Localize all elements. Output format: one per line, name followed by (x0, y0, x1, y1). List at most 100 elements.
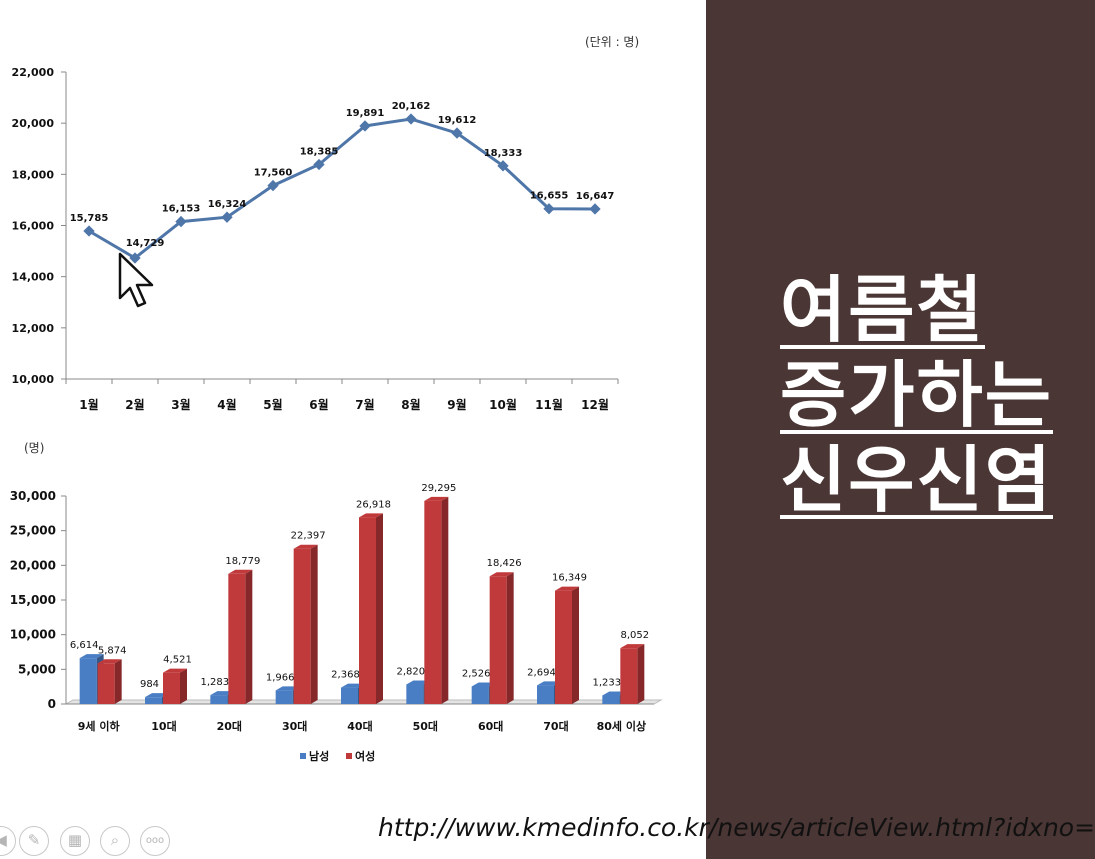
data-label: 15,785 (70, 213, 109, 224)
y-tick-label: 30,000 (10, 489, 56, 503)
bar-top (97, 659, 122, 664)
x-tick-label: 9세 이하 (78, 719, 121, 733)
bar-top (620, 644, 645, 649)
bar-top (228, 569, 253, 574)
data-label: 5,874 (98, 645, 127, 656)
bar (293, 548, 311, 704)
bar (79, 658, 97, 704)
y-tick-label: 10,000 (12, 373, 55, 386)
data-point (405, 113, 417, 125)
bar-side (637, 644, 645, 704)
bar (275, 690, 293, 704)
y-tick-label: 18,000 (12, 168, 55, 181)
data-label: 6,614 (70, 640, 99, 651)
x-tick-label: 70대 (543, 719, 568, 733)
zoom-icon[interactable]: ⌕ (100, 826, 130, 856)
y-tick-label: 14,000 (12, 271, 55, 284)
x-tick-label: 40대 (347, 719, 372, 733)
bar-side (245, 569, 253, 704)
bar (471, 686, 489, 704)
more-icon[interactable]: ooo (140, 826, 170, 856)
x-tick-label: 6월 (309, 397, 328, 412)
data-label: 17,560 (254, 168, 293, 179)
data-label: 16,655 (530, 191, 569, 202)
bar-side (506, 572, 514, 704)
line-chart: (단위 : 명) 10,000 12,000 14,000 16,000 18,000 2… (12, 35, 640, 412)
line-chart-unit-note: (단위 : 명) (585, 35, 639, 49)
bar (602, 695, 620, 704)
x-tick-label: 8월 (401, 397, 420, 412)
legend-label: 여성 (355, 749, 375, 763)
data-label: 18,426 (487, 558, 522, 569)
mouse-pointer-icon (118, 252, 154, 308)
legend-swatch (346, 753, 352, 759)
y-tick-label: 15,000 (10, 593, 56, 607)
bar (620, 648, 638, 704)
bar-side (441, 496, 449, 704)
bar-chart: (명) 0 5,000 10,000 15,000 20,000 25,000 30,000… (10, 441, 663, 763)
data-point (175, 215, 187, 228)
data-label: 1,233 (593, 677, 622, 688)
bar-top (79, 654, 104, 659)
bar (163, 672, 180, 704)
data-point (267, 179, 279, 192)
x-tick-label: 5월 (263, 397, 282, 412)
data-label: 2,694 (527, 667, 556, 678)
headline: 여름철 증가하는 신우신염 (780, 270, 1095, 525)
x-tick-label: 20대 (217, 719, 242, 733)
data-label: 4,521 (163, 655, 192, 666)
data-point (543, 203, 555, 215)
bar (341, 687, 358, 704)
bar-chart-unit-note: (명) (24, 441, 44, 455)
data-label: 18,385 (300, 146, 339, 157)
x-tick-label: 12월 (581, 397, 609, 412)
data-point (451, 127, 463, 139)
data-label: 18,333 (484, 148, 523, 159)
bar (424, 500, 442, 704)
slides-icon[interactable]: ▦ (60, 826, 90, 856)
bar-side (114, 659, 122, 704)
bar-side (376, 513, 383, 704)
headline-panel (706, 0, 1095, 859)
bar-side (180, 668, 187, 704)
x-tick-label: 30대 (282, 719, 307, 733)
source-url[interactable]: http://www.kmedinfo.co.kr/news/articleVi… (378, 813, 1095, 842)
bar (228, 573, 246, 704)
bar (537, 685, 554, 704)
x-tick-label: 10월 (489, 397, 517, 412)
series-line (88, 117, 596, 260)
pen-icon[interactable]: ✎ (19, 826, 49, 856)
data-label: 16,349 (552, 573, 587, 584)
data-point (497, 160, 509, 172)
data-label: 984 (140, 679, 159, 690)
y-tick-label: 0 (48, 697, 56, 711)
bar-top (359, 513, 383, 518)
data-label: 1,283 (201, 677, 230, 688)
x-tick-label: 50대 (413, 719, 438, 733)
data-point (129, 252, 141, 264)
bar-top (163, 668, 187, 673)
back-icon[interactable]: ◀ (0, 826, 16, 856)
headline-line-2: 증가하는 (780, 353, 1053, 437)
data-label: 18,779 (225, 556, 260, 567)
data-label: 2,526 (462, 668, 491, 679)
y-tick-label: 10,000 (10, 628, 56, 642)
data-label: 26,918 (356, 499, 391, 510)
y-tick-label: 5,000 (18, 662, 56, 676)
x-tick-label: 2월 (125, 397, 144, 412)
bar (555, 590, 572, 704)
y-tick-label: 12,000 (12, 322, 55, 335)
bar-top (424, 496, 449, 501)
bar-top (555, 586, 579, 591)
bar-top (293, 544, 318, 549)
x-tick-label: 60대 (478, 719, 503, 733)
y-tick-label: 22,000 (12, 66, 55, 79)
y-tick-label: 20,000 (10, 558, 56, 572)
y-tick-label: 25,000 (10, 524, 56, 538)
bar (359, 517, 376, 704)
bar (97, 663, 115, 704)
data-label: 16,647 (576, 191, 615, 202)
data-label: 16,153 (162, 204, 201, 215)
x-tick-label: 4월 (217, 397, 236, 412)
